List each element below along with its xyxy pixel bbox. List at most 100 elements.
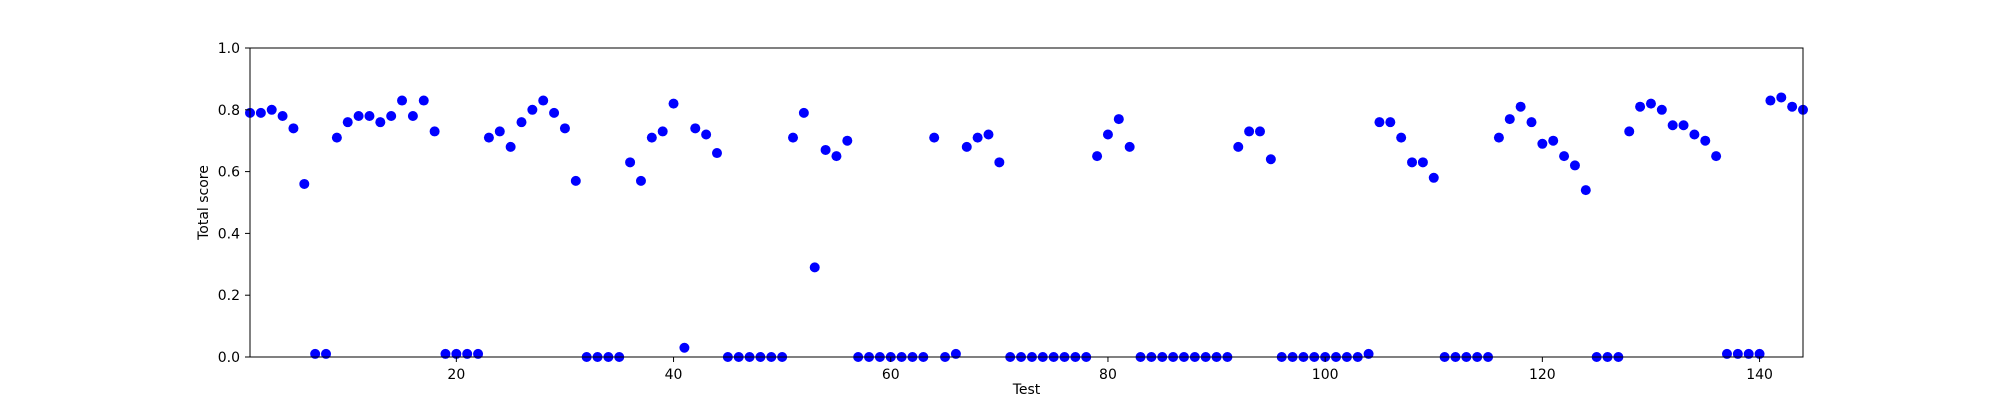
data-point — [342, 117, 353, 128]
x-tick-label: 20 — [447, 367, 465, 383]
data-point — [950, 348, 961, 359]
data-point — [473, 348, 484, 359]
data-point — [690, 123, 701, 134]
data-point — [266, 104, 277, 115]
data-point — [1580, 185, 1591, 196]
data-point — [1776, 92, 1787, 103]
data-point — [1732, 348, 1743, 359]
data-point — [1569, 160, 1580, 171]
y-tick-label: 0.6 — [218, 165, 240, 181]
data-point — [1092, 151, 1103, 162]
data-point — [1765, 95, 1776, 106]
data-point — [1102, 129, 1113, 140]
data-point — [635, 175, 646, 186]
data-point — [277, 110, 288, 121]
data-point — [1526, 117, 1537, 128]
data-point — [1385, 117, 1396, 128]
data-point — [842, 135, 853, 146]
data-point — [1559, 151, 1570, 162]
y-tick-label: 0.8 — [218, 103, 240, 119]
data-point — [255, 107, 266, 118]
x-tick-label: 60 — [882, 367, 900, 383]
y-axis-label: Total score — [196, 165, 212, 241]
data-point — [994, 157, 1005, 168]
data-point — [1537, 138, 1548, 149]
data-point — [407, 110, 418, 121]
plot-frame — [249, 47, 1804, 358]
data-point — [701, 129, 712, 140]
y-axis: 0.0 0.2 0.4 0.6 0.8 1.0 — [218, 41, 250, 366]
data-point — [788, 132, 799, 143]
data-point — [1265, 154, 1276, 165]
data-point — [364, 110, 375, 121]
data-point — [646, 132, 657, 143]
x-tick-label: 140 — [1746, 367, 1773, 383]
data-point — [831, 151, 842, 162]
data-point — [321, 348, 332, 359]
data-point — [1711, 151, 1722, 162]
data-point — [1254, 126, 1265, 137]
data-point — [429, 126, 440, 137]
x-axis-label: Test — [1012, 382, 1041, 398]
data-point — [418, 95, 429, 106]
data-point — [798, 107, 809, 118]
data-point — [462, 348, 473, 359]
data-point — [711, 148, 722, 159]
data-point — [310, 348, 321, 359]
data-point — [505, 141, 516, 152]
data-point — [570, 175, 581, 186]
y-tick-label: 0.0 — [218, 350, 240, 366]
data-point — [929, 132, 940, 143]
data-point — [1233, 141, 1244, 152]
data-point — [1548, 135, 1559, 146]
data-point — [451, 348, 462, 359]
data-point — [1700, 135, 1711, 146]
data-point — [679, 342, 690, 353]
data-point — [1667, 120, 1678, 131]
data-point — [299, 178, 310, 189]
data-point — [1515, 101, 1526, 112]
data-point — [386, 110, 397, 121]
data-point — [288, 123, 299, 134]
data-point — [559, 123, 570, 134]
data-point — [625, 157, 636, 168]
data-point — [1124, 141, 1135, 152]
data-point — [1374, 117, 1385, 128]
data-point — [1743, 348, 1754, 359]
data-point — [1363, 348, 1374, 359]
data-point — [809, 262, 820, 273]
x-tick-label: 80 — [1099, 367, 1117, 383]
data-point — [397, 95, 408, 106]
x-tick-label: 100 — [1312, 367, 1339, 383]
data-point — [1754, 348, 1765, 359]
data-point — [1645, 98, 1656, 109]
data-point — [1635, 101, 1646, 112]
data-point — [1417, 157, 1428, 168]
data-point — [1656, 104, 1667, 115]
data-point — [353, 110, 364, 121]
data-point — [375, 117, 386, 128]
data-point — [331, 132, 342, 143]
data-point — [1689, 129, 1700, 140]
data-point — [972, 132, 983, 143]
y-tick-label: 0.2 — [218, 288, 240, 304]
data-point — [1787, 101, 1798, 112]
data-point — [549, 107, 560, 118]
data-point — [1244, 126, 1255, 137]
data-point — [538, 95, 549, 106]
x-tick-label: 120 — [1529, 367, 1556, 383]
y-tick-label: 0.4 — [218, 226, 240, 242]
data-point — [983, 129, 994, 140]
data-point — [1113, 114, 1124, 125]
data-point — [516, 117, 527, 128]
data-point — [961, 141, 972, 152]
y-tick-label: 1.0 — [218, 41, 240, 57]
x-axis: 20 40 60 80 100 120 140 — [447, 357, 1773, 383]
data-point — [1678, 120, 1689, 131]
data-point — [1407, 157, 1418, 168]
data-point — [1428, 172, 1439, 183]
data-point — [1624, 126, 1635, 137]
data-point — [483, 132, 494, 143]
